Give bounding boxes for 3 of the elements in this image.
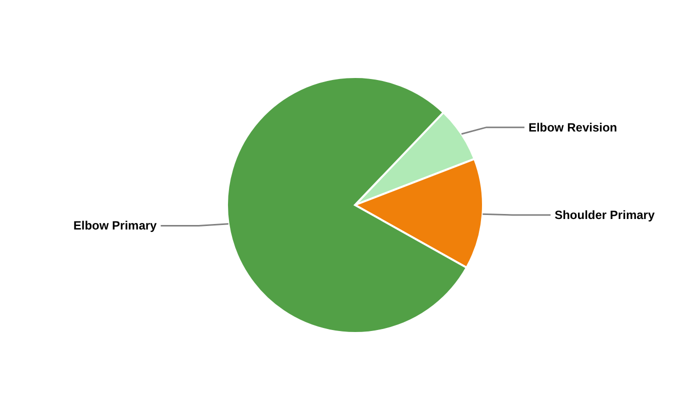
slice-label: Elbow Revision [528, 120, 618, 134]
slice-label: Shoulder Primary [554, 208, 655, 222]
slice-label: Elbow Primary [73, 218, 158, 233]
